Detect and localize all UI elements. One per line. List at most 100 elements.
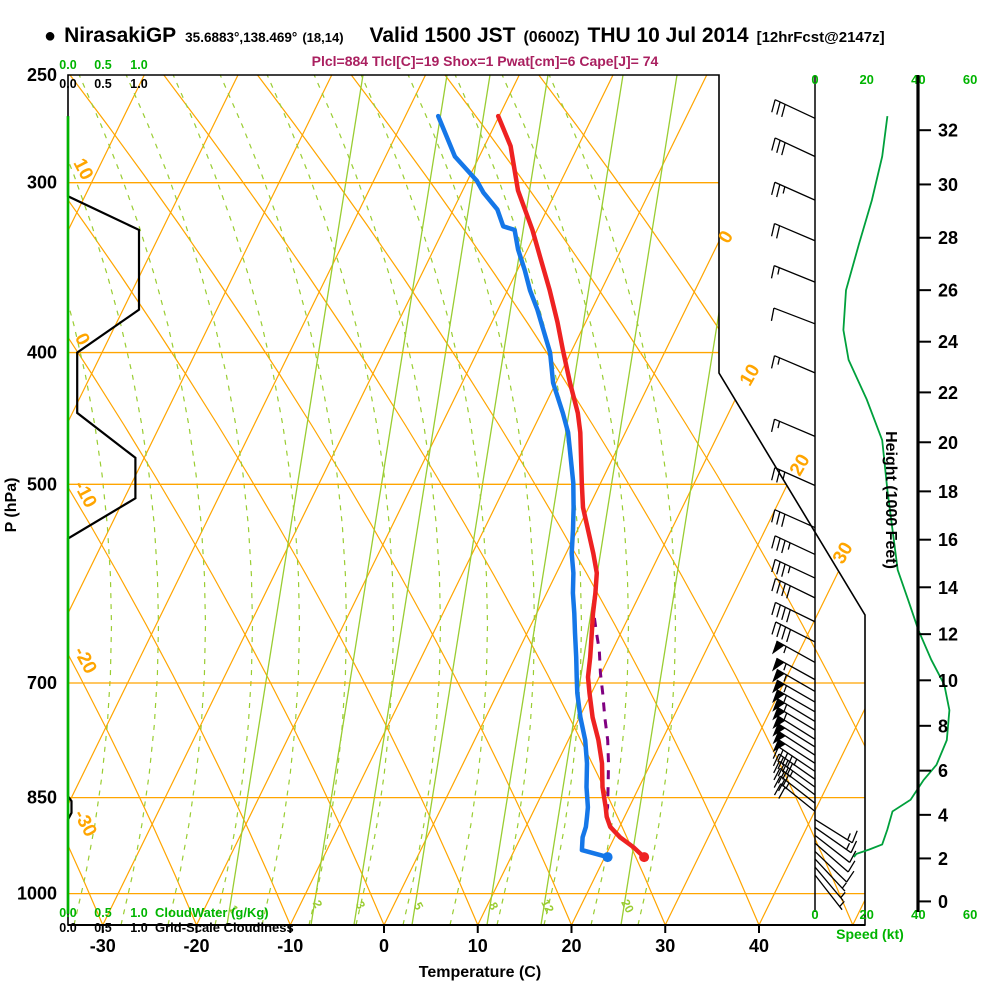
station-name: NirasakiGP [64,24,177,47]
moist-adiabat-line [454,75,583,925]
mixing-ratio-label: 2 [310,898,326,911]
mixing-ratio-line [310,75,448,925]
moist-adiabat-line [548,75,677,925]
surface-dewpoint-dot [602,852,613,863]
height-tick-label: 24 [938,332,958,352]
wind-barb [814,826,858,854]
pressure-axis: 250 300 400 500 700 850 1000 P (hPa) [3,65,57,904]
height-tick-label: 6 [938,761,948,781]
wind-barb [771,99,816,119]
speed-tick-label-bottom: 0 [811,907,818,922]
wind-speed-panel: 00202040406060Speed (kt) [811,72,977,942]
speed-tick-label-bottom: 20 [859,907,873,922]
temp-tick-label: 0 [379,936,389,956]
cloudiness-scale-bottom: 1.0 [130,921,147,935]
adiabat-label: -30 [69,806,100,840]
wind-barb [814,874,845,911]
cloudwater-scale-bottom: 0.0 [59,906,76,920]
isotherm-line [289,75,708,925]
wind-barb [770,265,816,283]
height-tick-label: 22 [938,383,958,403]
isotherm-line [102,75,520,925]
height-tick-label: 10 [938,671,958,691]
isotherm-line [68,75,239,925]
temp-tick-label: -30 [90,936,116,956]
cloudiness-scale-top: 0.0 [59,77,76,91]
pressure-tick-label: 300 [27,173,57,193]
wind-barb [771,181,816,201]
isotherm-line [195,75,614,925]
cloudwater-scale-top: 1.0 [130,58,147,72]
wind-barb [814,818,858,844]
wind-barb [772,668,816,692]
dry-adiabat-line [68,75,198,925]
sounding-parameters: Plcl=884 Tlcl[C]=19 Shox=1 Pwat[cm]=6 Ca… [311,53,659,69]
wind-barb [771,558,816,579]
mixing-ratio-label: 8 [486,900,502,913]
dewpoint-curve [435,113,610,860]
wind-barb [772,698,816,722]
mixing-ratio-line [540,75,678,925]
wind-barb-column [770,75,858,912]
wind-barb [814,866,846,902]
mixing-ratio-label: 20 [618,897,637,916]
pressure-tick-label: 250 [27,65,57,85]
wind-barb [773,775,816,804]
temperature-curve [495,113,647,860]
pressure-tick-label: 700 [27,673,57,693]
mixing-ratio-line [353,75,491,925]
cloudiness-scale-top: 1.0 [130,77,147,91]
temperature-axis-title: Temperature (C) [419,964,541,981]
dry-adiabat-line [68,75,385,925]
temp-tick-label: 30 [655,936,675,956]
cloudwater-scale-top: 0.5 [94,58,111,72]
cloudiness-scale-bottom: 0.5 [94,921,111,935]
wind-barb [771,601,816,623]
dry-adiabat-line [69,75,573,925]
pressure-tick-label: 1000 [17,884,57,904]
height-tick-label: 32 [938,121,958,141]
height-tick-label: 16 [938,530,958,550]
mixing-ratio-line [226,75,364,925]
wind-barb [772,706,816,731]
wind-barb [814,834,857,863]
cloudiness-profile [66,116,141,914]
pressure-axis-title: P (hPa) [3,478,20,533]
isotherm-label: 10 [736,361,765,390]
height-tick-label: 4 [938,805,948,825]
height-tick-label: 20 [938,433,958,453]
skewt-background-lattice [68,75,865,925]
moist-adiabat-line [172,75,301,925]
wind-barb [772,723,816,748]
mixing-ratio-label: 3 [353,899,369,912]
speed-tick-label-top: 20 [859,72,873,87]
zulu-time: (0600Z) [523,29,580,46]
wind-barb [772,679,816,703]
speed-tick-label-bottom: 60 [963,907,977,922]
wind-barb [771,509,816,529]
moist-adiabat-line [407,75,536,925]
wind-barb [771,621,816,643]
cloudiness-scale-top: 0.5 [94,77,111,91]
mixing-ratio-label: 5 [411,900,427,913]
wind-barb [771,137,816,158]
wind-barb [771,640,816,663]
pressure-tick-label: 500 [27,474,57,494]
valid-date: THU 10 Jul 2014 [587,24,749,47]
wind-barb [773,783,816,812]
station-bullet-icon: ● [44,25,57,47]
wind-barb [772,730,816,756]
height-tick-label: 30 [938,175,958,195]
adiabat-label: -10 [69,477,100,511]
height-tick-label: 2 [938,849,948,869]
height-tick-label: 8 [938,716,948,736]
speed-axis-title: Speed (kt) [836,926,904,942]
temp-tick-label: -10 [277,936,303,956]
isotherm-line [570,75,865,925]
adiabat-label: -20 [69,643,100,677]
height-tick-label: 18 [938,482,958,502]
wind-barb [770,355,816,374]
moist-adiabat-line [219,75,348,925]
